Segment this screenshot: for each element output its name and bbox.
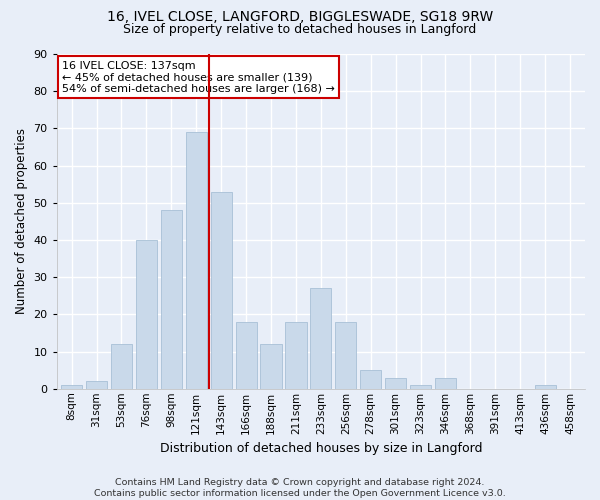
Bar [86,382,107,389]
Y-axis label: Number of detached properties: Number of detached properties [15,128,28,314]
Bar [435,378,456,389]
Bar [260,344,281,389]
Bar [111,344,132,389]
Text: 16, IVEL CLOSE, LANGFORD, BIGGLESWADE, SG18 9RW: 16, IVEL CLOSE, LANGFORD, BIGGLESWADE, S… [107,10,493,24]
Bar [535,385,556,389]
Bar [360,370,381,389]
Bar [185,132,207,389]
Bar [136,240,157,389]
Bar [161,210,182,389]
Bar [286,322,307,389]
Bar [385,378,406,389]
Bar [61,385,82,389]
Bar [335,322,356,389]
Bar [410,385,431,389]
Bar [236,322,257,389]
Text: Contains HM Land Registry data © Crown copyright and database right 2024.
Contai: Contains HM Land Registry data © Crown c… [94,478,506,498]
X-axis label: Distribution of detached houses by size in Langford: Distribution of detached houses by size … [160,442,482,455]
Text: 16 IVEL CLOSE: 137sqm
← 45% of detached houses are smaller (139)
54% of semi-det: 16 IVEL CLOSE: 137sqm ← 45% of detached … [62,60,335,94]
Text: Size of property relative to detached houses in Langford: Size of property relative to detached ho… [124,22,476,36]
Bar [310,288,331,389]
Bar [211,192,232,389]
